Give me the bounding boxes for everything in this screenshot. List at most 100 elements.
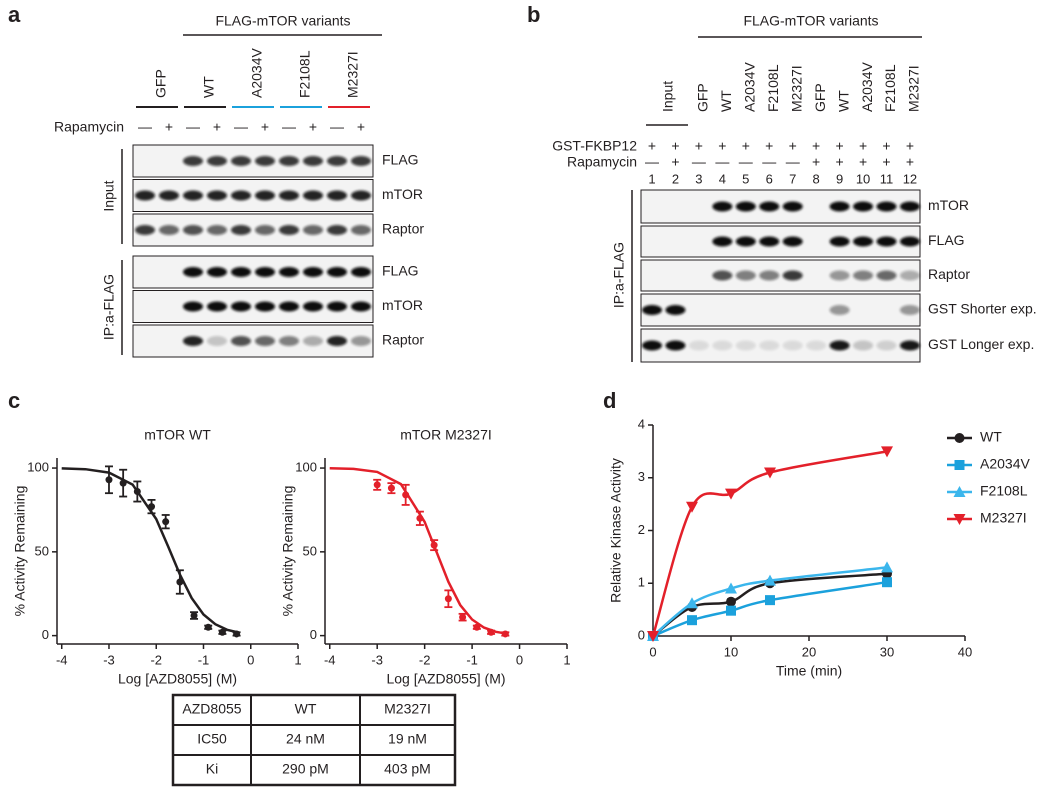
point [881,561,893,573]
y-tick-label: 50 [35,543,49,558]
band [899,270,920,281]
sign: — [739,154,753,170]
lane-label: F2108L [882,64,898,112]
chart-title: mTOR WT [144,427,211,443]
lane-label: WT [835,90,851,112]
lane-number: 6 [766,171,773,186]
x-tick-label: -2 [419,652,431,667]
band [231,336,251,346]
band [899,340,920,351]
sign: — [762,154,776,170]
y-tick-label: 2 [638,522,645,537]
band [135,190,155,201]
x-axis-label: Time (min) [776,663,842,679]
band [279,190,299,201]
lane-label: A2034V [249,48,265,98]
band [279,336,299,346]
x-tick-label: 40 [958,644,972,659]
band [665,340,686,351]
band [327,301,347,312]
group-label: IP:a-FLAG [611,242,627,308]
y-tick-label: 3 [638,469,645,484]
lane-label: M2327I [906,65,922,112]
point [218,628,226,636]
point [459,613,467,621]
lane-number: 4 [719,171,726,186]
legend-label: A2034V [980,456,1030,472]
point [402,491,410,499]
point [725,582,737,594]
sign: + [859,138,867,154]
band [351,190,371,201]
y-tick-label: 0 [310,627,317,642]
band [279,156,299,166]
y-tick-label: 100 [27,459,49,474]
x-tick-label: 30 [880,644,894,659]
band [351,267,371,277]
legend-label: WT [980,429,1002,445]
band [642,305,662,315]
x-tick-label: 10 [724,644,738,659]
band [279,267,299,277]
point [725,488,737,500]
sign: + [695,138,703,154]
band [712,236,733,247]
lane-number: 7 [789,171,796,186]
band [829,201,850,212]
point [190,612,198,620]
y-axis-label: % Activity Remaining [280,486,296,617]
sign: — [645,154,659,170]
row-label: FLAG [382,263,419,279]
point [416,514,424,522]
band [327,156,347,166]
band [806,340,827,351]
band [255,301,275,312]
lane-label: GFP [812,83,828,112]
x-tick-label: 0 [247,652,254,667]
x-tick-label: -4 [324,652,336,667]
point [687,615,697,626]
lane-label: A2034V [859,62,875,112]
lane-label: F2108L [297,50,313,98]
point [204,623,212,631]
treatment-sign: + [261,119,269,135]
lane-label: GFP [695,83,711,112]
lane-number: 5 [742,171,749,186]
band [207,267,227,277]
point [162,518,170,526]
table-cell: 19 nM [388,731,427,747]
band [876,340,897,351]
band [255,267,275,277]
treatment-sign: + [213,119,221,135]
point [726,596,736,607]
sign: + [906,154,914,170]
band [829,340,850,351]
x-tick-label: -3 [103,652,115,667]
band [207,301,227,312]
point [487,628,495,636]
row-label: Raptor [382,332,424,348]
treatment-sign: — [234,119,248,135]
point [765,595,775,606]
x-tick-label: -1 [198,652,210,667]
panel-label: c [8,388,20,413]
band [255,156,275,166]
sign: + [648,138,656,154]
y-tick-label: 0 [42,627,49,642]
point [726,605,736,616]
table-cell: 24 nM [286,731,325,747]
legend-label: F2108L [980,483,1028,499]
x-tick-label: 0 [516,652,523,667]
band [899,305,920,315]
band [207,225,227,235]
x-axis-label: Log [AZD8055] (M) [386,671,505,687]
y-tick-label: 100 [295,459,317,474]
sign: + [671,154,679,170]
lane-label: WT [201,76,217,98]
legend-label: M2327I [980,510,1027,526]
blot-strip [640,225,921,258]
x-tick-label: 1 [563,652,570,667]
point [430,541,438,549]
legend-marker [954,433,965,443]
